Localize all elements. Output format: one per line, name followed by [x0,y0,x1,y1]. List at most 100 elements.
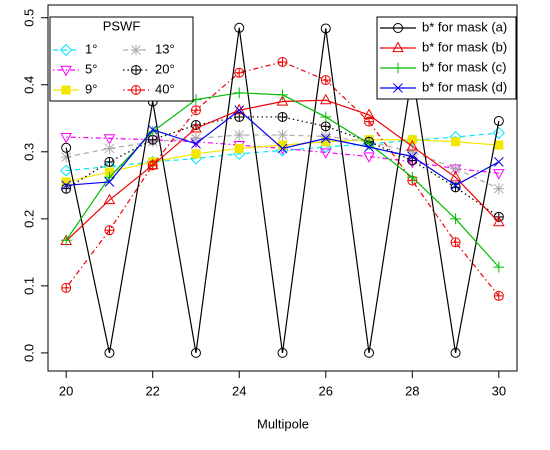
legend-label: 5° [85,61,97,76]
x-tick-label: 26 [319,383,333,398]
legend-label: 9° [85,81,97,96]
marker [364,347,375,358]
marker [191,138,201,149]
y-tick-label: 0.2 [21,210,36,228]
y-tick-label: 0.3 [21,143,36,161]
marker [234,105,245,116]
marker [61,142,72,153]
marker [60,234,72,246]
legend-marker [131,65,142,75]
x-tick-label: 28 [405,383,419,398]
marker [104,143,115,154]
marker [493,169,505,180]
y-tick-label: 0.5 [21,9,36,27]
legend-label: b* for mask (a) [422,19,507,34]
marker [103,193,116,205]
marker [277,111,288,122]
marker [60,132,72,144]
marker [450,163,461,174]
marker [190,105,201,116]
series-line [66,132,499,172]
legend-title: PSWF [103,18,141,33]
y-tick-label: 0.0 [21,344,36,362]
series-line [65,99,500,242]
marker [191,149,201,159]
y-tick-label: 0.4 [21,76,36,94]
marker [190,347,201,358]
marker [103,134,116,145]
marker [406,146,418,158]
x-tick-label: 30 [492,383,506,398]
marker [493,115,504,126]
marker [61,282,72,293]
marker [493,157,504,167]
legend-marker [392,41,404,53]
legend-marker [130,44,142,56]
marker [450,237,461,248]
marker [407,155,418,166]
marker [104,225,115,236]
legend-marker [393,83,403,93]
legend-label: 20° [155,61,175,76]
legend-label: 1° [85,41,97,56]
marker [406,140,419,151]
legend-label: b* for mask (d) [422,79,507,94]
x-tick-label: 24 [232,383,246,398]
legend-label: 13° [155,41,175,56]
marker [277,347,288,358]
marker [407,151,418,162]
marker [320,23,331,34]
marker [494,140,504,150]
marker [277,143,288,154]
marker [319,148,332,159]
x-tick-label: 22 [145,383,159,398]
marker [60,151,72,163]
marker [449,170,462,182]
marker [407,135,417,145]
marker [147,124,158,135]
marker [277,129,288,141]
marker [450,347,461,358]
marker [320,133,331,144]
marker [363,108,375,120]
marker [493,261,505,273]
legend-marker [392,62,404,74]
legend-label: b* for mask (b) [422,39,507,54]
marker [234,143,244,154]
marker [364,142,374,152]
x-tick-label: 20 [59,383,73,398]
marker [320,111,332,123]
marker [320,130,332,142]
plot-frame [47,4,518,372]
legend-marker [393,23,403,33]
marker [190,132,202,144]
y-tick-label: 0.1 [21,277,36,295]
marker [104,156,115,167]
marker [60,164,73,177]
marker [319,93,332,105]
marker [146,158,159,170]
marker [147,126,159,138]
marker [320,121,331,132]
marker [450,213,461,225]
legend-marker [131,85,142,95]
marker [233,87,245,99]
marker [363,152,375,163]
legend-label: 40° [155,81,175,96]
marker [61,180,72,191]
marker [493,183,505,195]
marker [493,290,504,301]
marker [277,89,288,101]
x-axis-label: Multipole [257,416,309,431]
marker [450,180,461,191]
marker [406,171,418,183]
legend-marker [60,65,72,77]
marker [104,347,115,358]
legend-marker [61,85,71,95]
marker [104,177,115,187]
legend-marker [59,43,73,57]
marker [233,103,246,115]
marker [320,75,331,86]
